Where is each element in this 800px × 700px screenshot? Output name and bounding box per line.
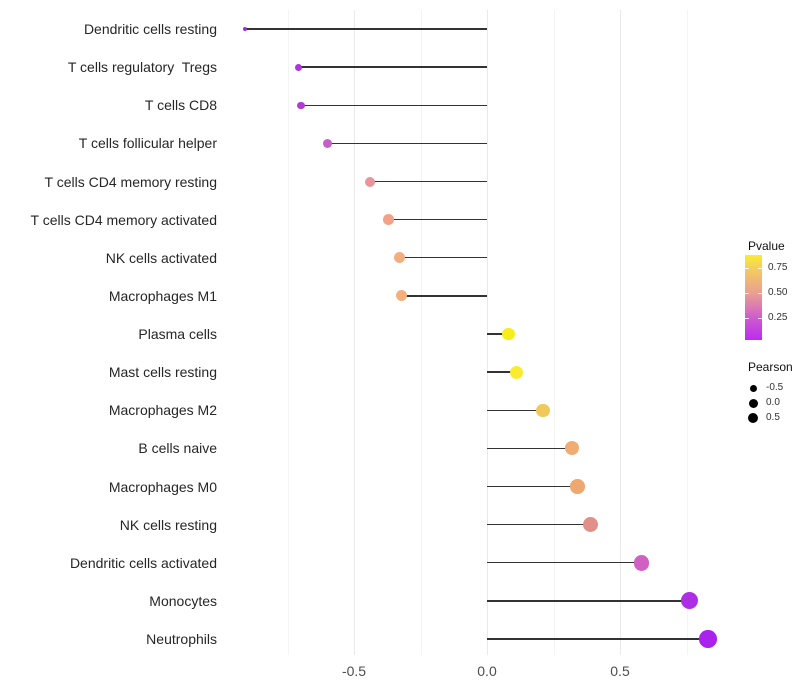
- category-label: T cells CD8: [144, 97, 217, 114]
- lollipop-dot: [633, 555, 650, 571]
- category-label: Dendritic cells activated: [69, 554, 217, 571]
- lollipop-dot: [364, 176, 375, 187]
- x-tick-label: 0.0: [477, 663, 497, 679]
- lollipop-dot: [383, 214, 394, 225]
- pearson-size-label: -0.5: [766, 382, 784, 393]
- lollipop-dot: [502, 327, 515, 341]
- lollipop-stem: [388, 218, 487, 221]
- lollipop-stem: [300, 104, 487, 106]
- pearson-size-label: 0.5: [766, 412, 780, 423]
- lollipop-stem: [244, 28, 487, 30]
- category-label: Plasma cells: [138, 326, 217, 342]
- lollipop-stem: [487, 447, 573, 450]
- major-gridline: [620, 10, 621, 655]
- lollipop-stem: [399, 257, 487, 259]
- pearson-size-dot: [749, 384, 757, 392]
- category-label: T cells regulatory Tregs: [67, 59, 217, 76]
- category-label: Dendritic cells resting: [83, 21, 217, 37]
- category-label: B cells naive: [138, 440, 217, 457]
- pvalue-legend-title: Pvalue: [748, 239, 785, 253]
- lollipop-dot: [565, 441, 580, 456]
- pearson-size-label: 0.0: [766, 397, 780, 408]
- pvalue-tick-mark: [758, 292, 762, 294]
- category-label: NK cells activated: [105, 249, 217, 266]
- lollipop-dot: [570, 479, 585, 494]
- category-label: Neutrophils: [146, 631, 217, 647]
- lollipop-stem: [487, 562, 642, 564]
- minor-gridline: [287, 10, 289, 655]
- pvalue-tick-mark: [745, 317, 749, 319]
- pearson-size-dot: [748, 398, 758, 408]
- lollipop-stem: [487, 409, 543, 411]
- lollipop-stem: [487, 600, 690, 602]
- minor-gridline: [420, 10, 422, 655]
- lollipop-dot: [583, 517, 599, 533]
- lollipop-dot: [297, 101, 305, 109]
- pvalue-tick-mark: [745, 292, 749, 294]
- category-label: T cells follicular helper: [78, 135, 217, 152]
- major-gridline: [354, 10, 355, 655]
- pvalue-tick-mark: [745, 268, 749, 269]
- lollipop-stem: [298, 66, 487, 68]
- pvalue-gradient-bar: [745, 255, 762, 340]
- lollipop-dot: [294, 63, 302, 71]
- lollipop-stem: [487, 523, 591, 526]
- category-label: T cells CD4 memory resting: [44, 173, 217, 190]
- lollipop-dot: [509, 365, 523, 379]
- category-label: Macrophages M2: [108, 402, 217, 419]
- minor-gridline: [553, 10, 555, 655]
- category-label: Mast cells resting: [108, 364, 217, 381]
- lollipop-stem: [369, 180, 487, 183]
- lollipop-stem: [487, 485, 578, 488]
- lollipop-dot: [242, 27, 247, 31]
- pearson-size-dot: [747, 412, 759, 424]
- pvalue-tick-label: 0.50: [768, 286, 788, 298]
- lollipop-dot: [393, 252, 405, 264]
- category-label: T cells CD4 memory activated: [30, 211, 217, 228]
- lollipop-dot: [699, 630, 717, 648]
- pvalue-tick-mark: [758, 268, 762, 269]
- lollipop-dot: [536, 403, 550, 417]
- pearson-legend-title: Pearson: [748, 360, 793, 374]
- lollipop-stem: [487, 371, 517, 373]
- category-label: Macrophages M0: [108, 478, 217, 495]
- x-tick-label: -0.5: [341, 663, 367, 679]
- lollipop-stem: [401, 295, 487, 297]
- pvalue-tick-label: 0.75: [768, 262, 788, 273]
- category-label: Macrophages M1: [108, 287, 217, 304]
- x-tick-label: 0.5: [610, 663, 630, 679]
- pvalue-tick-mark: [758, 317, 762, 319]
- lollipop-dot: [322, 138, 332, 148]
- lollipop-stem: [487, 333, 509, 335]
- lollipop-dot: [680, 592, 698, 610]
- lollipop-stem: [327, 142, 487, 145]
- pvalue-tick-label: 0.25: [768, 311, 788, 323]
- major-gridline: [487, 10, 488, 655]
- minor-gridline: [686, 10, 688, 655]
- lollipop-stem: [487, 638, 708, 640]
- category-label: Monocytes: [149, 592, 217, 609]
- lollipop-dot: [396, 290, 408, 302]
- category-label: NK cells resting: [119, 516, 217, 533]
